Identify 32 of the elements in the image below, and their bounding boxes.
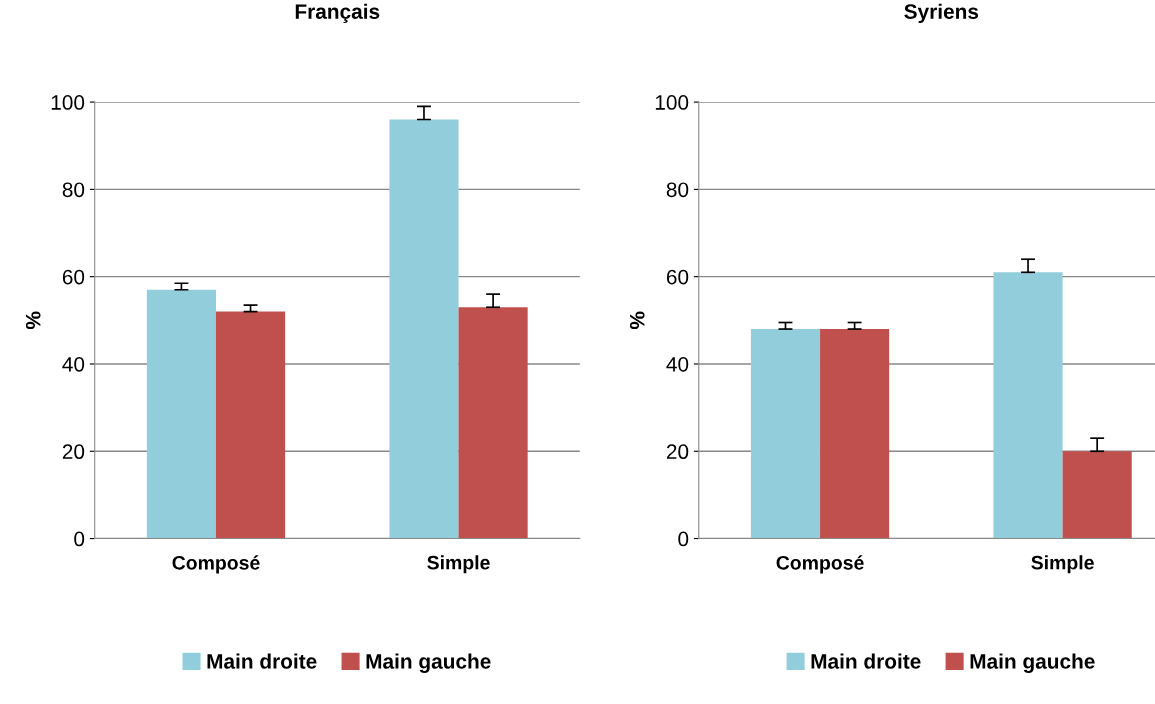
- y-tick-label: 80: [62, 182, 85, 198]
- x-tick-label: Composé: [776, 555, 864, 574]
- y-tick-label: 60: [666, 269, 689, 285]
- y-tick-label: 60: [62, 269, 85, 285]
- x-tick-label: Simple: [1031, 555, 1094, 574]
- bar: [820, 329, 890, 539]
- y-tick-label: 100: [51, 95, 85, 110]
- y-tick-label: 0: [678, 531, 689, 547]
- y-tick-label: 100: [655, 95, 689, 110]
- bar: [389, 119, 459, 539]
- legend-label: Main droite: [207, 653, 317, 669]
- legend-label: Main gauche: [970, 653, 1095, 673]
- x-tick-label: Composé: [172, 555, 260, 574]
- legend-label: Main droite: [811, 653, 921, 669]
- bar: [215, 311, 286, 539]
- chart-title: Syriens: [904, 3, 979, 24]
- y-tick-label: 40: [666, 356, 689, 372]
- bar: [750, 329, 821, 539]
- bar: [1062, 451, 1132, 539]
- y-tick-label: 0: [74, 531, 85, 547]
- y-tick-label: 80: [666, 182, 689, 198]
- y-tick-label: 20: [666, 444, 689, 460]
- y-tick-label: 40: [62, 356, 85, 372]
- x-tick-label: Simple: [427, 555, 490, 574]
- legend-label: Main gauche: [366, 653, 491, 673]
- y-axis-title: %: [629, 311, 645, 330]
- y-axis-title: %: [25, 311, 41, 330]
- chart-title: Français: [295, 3, 380, 24]
- y-tick-label: 20: [62, 444, 85, 460]
- bar: [458, 307, 528, 539]
- bar: [993, 272, 1063, 539]
- bar: [146, 289, 216, 539]
